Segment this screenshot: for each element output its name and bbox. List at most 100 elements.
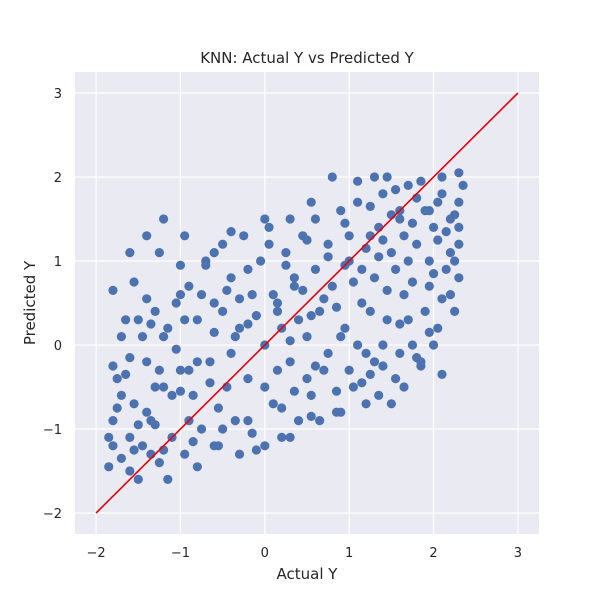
scatter-point [180, 315, 190, 325]
scatter-point [331, 302, 342, 312]
scatter-point [104, 462, 114, 472]
scatter-point [121, 315, 131, 325]
scatter-point [378, 235, 388, 245]
scatter-point [369, 273, 380, 283]
scatter-point [260, 441, 270, 451]
scatter-point [369, 172, 380, 182]
scatter-point [285, 336, 295, 346]
y-tick-label: −1 [43, 423, 62, 438]
scatter-point [281, 260, 291, 270]
scatter-point [315, 416, 325, 426]
x-tick-label: 2 [429, 546, 437, 561]
y-tick-label: 2 [54, 171, 62, 186]
scatter-point [340, 218, 350, 228]
scatter-point [209, 441, 219, 451]
scatter-point [306, 311, 316, 321]
scatter-point [205, 378, 215, 388]
scatter-point [353, 340, 363, 350]
scatter-point [293, 315, 304, 325]
scatter-point [209, 327, 219, 337]
scatter-point [441, 227, 451, 237]
x-axis-title: Actual Y [277, 565, 339, 583]
scatter-point [247, 290, 257, 300]
scatter-point [390, 185, 401, 195]
scatter-point [201, 260, 211, 270]
scatter-point [175, 365, 186, 375]
scatter-point [416, 361, 426, 371]
scatter-point [289, 273, 299, 283]
scatter-point [171, 298, 181, 308]
scatter-point [158, 214, 169, 224]
scatter-point [323, 239, 333, 249]
scatter-point [222, 285, 232, 295]
scatter-point [327, 172, 337, 182]
scatter-point [125, 432, 135, 442]
scatter-point [344, 231, 354, 241]
scatter-point [264, 239, 274, 249]
scatter-point [175, 386, 186, 396]
scatter-point [407, 218, 418, 228]
scatter-point [226, 273, 236, 283]
scatter-point [137, 332, 148, 342]
scatter-point [188, 390, 198, 400]
scatter-point [218, 306, 228, 316]
scatter-point [302, 374, 312, 384]
scatter-point [104, 432, 114, 442]
reference-line [95, 92, 519, 514]
scatter-point [395, 214, 405, 224]
scatter-point [378, 361, 388, 371]
scatter-point [399, 290, 409, 300]
chart-title: KNN: Actual Y vs Predicted Y [200, 49, 414, 67]
scatter-point [256, 256, 266, 266]
scatter-point [424, 256, 434, 266]
scatter-point [336, 407, 346, 417]
scatter-point [154, 248, 164, 258]
scatter-point [407, 277, 418, 287]
scatter-point [112, 403, 122, 413]
scatter-point [382, 172, 392, 182]
scatter-point [437, 189, 447, 199]
scatter-point [454, 168, 464, 178]
scatter-point [289, 386, 299, 396]
scatter-point [450, 256, 460, 266]
scatter-point [437, 172, 447, 182]
scatter-point [108, 285, 118, 295]
y-tick-labels: −2 −1 0 1 2 3 [43, 87, 62, 522]
scatter-point [378, 340, 388, 350]
scatter-point [454, 222, 464, 232]
y-axis-title: Predicted Y [21, 260, 39, 345]
x-tick-label: 0 [261, 546, 269, 561]
scatter-point [239, 231, 249, 241]
scatter-point [121, 369, 131, 379]
scatter-point [163, 323, 173, 333]
scatter-point [323, 348, 333, 358]
scatter-point [180, 231, 190, 241]
scatter-point [230, 332, 240, 342]
scatter-point [196, 290, 207, 300]
scatter-point [116, 453, 126, 463]
scatter-point [243, 319, 253, 329]
scatter-point [234, 294, 245, 304]
scatter-point [129, 277, 139, 287]
scatter-point [230, 416, 240, 426]
scatter-point [251, 311, 261, 321]
scatter-point [260, 214, 270, 224]
scatter-point [382, 285, 392, 295]
identity-line [95, 92, 519, 514]
x-tick-label: −1 [171, 546, 190, 561]
scatter-point [234, 323, 245, 333]
scatter-point [403, 180, 413, 190]
scatter-point [108, 441, 118, 451]
scatter-point [407, 340, 418, 350]
scatter-point [133, 315, 143, 325]
scatter-point [277, 432, 287, 442]
scatter-point [450, 306, 460, 316]
scatter-point [268, 290, 278, 300]
scatter-point [361, 399, 371, 409]
scatter-point [450, 210, 460, 220]
scatter-point [116, 390, 126, 400]
scatter-point [399, 231, 409, 241]
x-tick-labels: −2 −1 0 1 2 3 [87, 546, 523, 561]
scatter-point [133, 420, 143, 430]
